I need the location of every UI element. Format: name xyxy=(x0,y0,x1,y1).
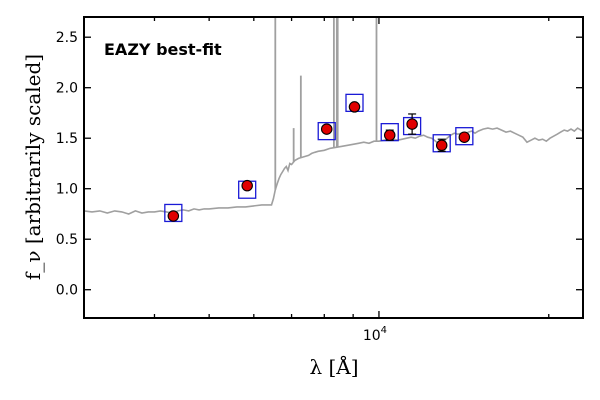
emission-lines-group xyxy=(274,17,378,190)
model-box-2 xyxy=(317,121,336,141)
model-boxes-group xyxy=(164,93,474,223)
plot-frame xyxy=(83,16,584,319)
template-spectrum-group xyxy=(84,127,583,215)
observed-point-6 xyxy=(435,139,448,152)
xtick-label-exp-0: 4 xyxy=(381,325,387,336)
observed-point-2 xyxy=(320,123,333,135)
observed-point-4 xyxy=(383,129,396,141)
axis-ticks-group xyxy=(84,17,583,318)
xtick-label-0: 104 xyxy=(363,325,387,344)
observed-point-0 xyxy=(167,210,180,222)
observed-points-group xyxy=(167,101,471,222)
ytick-label-1: 0.5 xyxy=(56,232,78,248)
y-tick-labels: 0.0 0.5 1.0 1.5 2.0 2.5 xyxy=(56,30,78,299)
x-axis-label: λ [Å] xyxy=(309,354,358,379)
ytick-label-0: 0.0 xyxy=(56,283,78,299)
annotation-eazy: EAZY best-fit xyxy=(104,40,222,59)
observed-point-1 xyxy=(241,179,253,192)
observed-point-3 xyxy=(348,101,361,113)
ytick-label-4: 2.0 xyxy=(56,81,78,97)
ytick-label-3: 1.5 xyxy=(56,131,78,147)
x-tick-labels: 104 xyxy=(363,325,387,344)
xtick-label-base-0: 10 xyxy=(363,328,381,344)
observed-point-5 xyxy=(406,118,418,130)
ytick-label-5: 2.5 xyxy=(56,30,78,46)
model-box-7 xyxy=(455,127,474,146)
observed-point-7 xyxy=(458,131,471,143)
ytick-label-2: 1.0 xyxy=(56,182,78,198)
template-spectrum-line xyxy=(84,127,583,215)
y-axis-label: f_ν [arbitrarily scaled] xyxy=(21,54,45,280)
